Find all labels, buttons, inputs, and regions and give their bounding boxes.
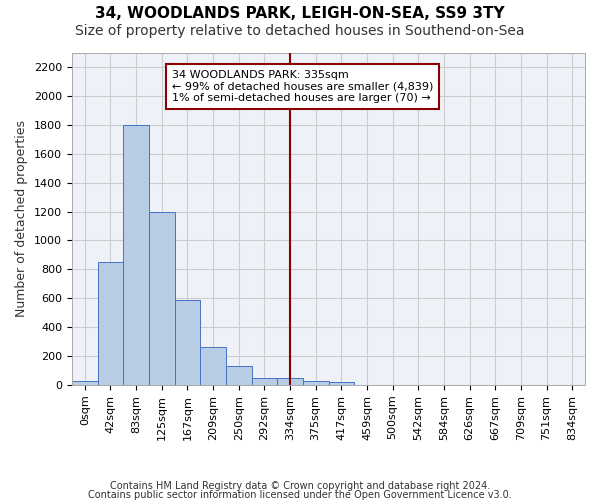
Bar — [226, 366, 251, 385]
Bar — [329, 382, 354, 385]
Text: Contains HM Land Registry data © Crown copyright and database right 2024.: Contains HM Land Registry data © Crown c… — [110, 481, 490, 491]
Text: 34 WOODLANDS PARK: 335sqm
← 99% of detached houses are smaller (4,839)
1% of sem: 34 WOODLANDS PARK: 335sqm ← 99% of detac… — [172, 70, 433, 103]
Bar — [124, 125, 149, 385]
Bar — [72, 382, 98, 385]
Bar — [251, 378, 277, 385]
Bar — [98, 262, 124, 385]
Text: Size of property relative to detached houses in Southend-on-Sea: Size of property relative to detached ho… — [75, 24, 525, 38]
Bar — [277, 378, 303, 385]
Y-axis label: Number of detached properties: Number of detached properties — [16, 120, 28, 318]
Text: Contains public sector information licensed under the Open Government Licence v3: Contains public sector information licen… — [88, 490, 512, 500]
Bar — [303, 380, 329, 385]
Bar — [200, 348, 226, 385]
Text: 34, WOODLANDS PARK, LEIGH-ON-SEA, SS9 3TY: 34, WOODLANDS PARK, LEIGH-ON-SEA, SS9 3T… — [95, 6, 505, 20]
Bar — [149, 212, 175, 385]
Bar — [175, 300, 200, 385]
